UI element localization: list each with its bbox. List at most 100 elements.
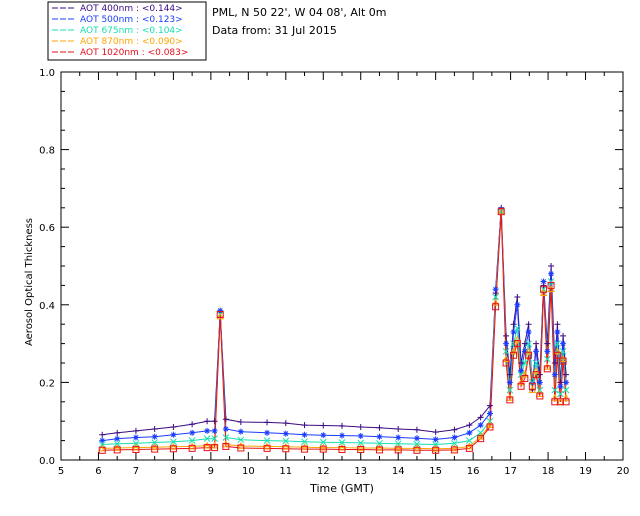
data-point-1	[554, 328, 561, 335]
data-point-3	[502, 355, 510, 363]
data-point-2	[551, 386, 559, 394]
data-point-3	[524, 347, 533, 355]
data-point-0	[477, 414, 484, 421]
data-point-2	[338, 439, 346, 446]
data-point-3	[465, 442, 474, 450]
data-point-1	[563, 379, 570, 386]
data-point-3	[513, 335, 522, 343]
data-point-1	[451, 434, 458, 441]
data-point-0	[521, 340, 528, 347]
data-point-1	[506, 379, 513, 386]
data-point-1	[395, 434, 402, 441]
data-point-4	[132, 446, 140, 454]
data-point-3	[556, 397, 565, 405]
data-point-1	[521, 348, 528, 355]
data-point-1	[320, 432, 327, 439]
data-point-1	[432, 436, 439, 443]
data-point-0	[99, 431, 106, 438]
data-point-1	[560, 340, 567, 347]
legend-label: AOT 400nm : <0.144>	[80, 4, 183, 14]
data-point-4	[510, 351, 518, 359]
data-point-4	[394, 446, 402, 454]
data-point-0	[114, 429, 121, 436]
data-point-3	[216, 312, 225, 320]
y-axis-label: Aerosol Optical Thickness	[24, 218, 35, 346]
series-lines	[102, 207, 567, 451]
data-point-4	[521, 375, 529, 383]
series-line-3	[102, 211, 567, 450]
data-point-4	[432, 446, 440, 454]
data-point-3	[550, 393, 559, 401]
data-point-4	[263, 444, 271, 452]
data-point-3	[431, 444, 440, 452]
data-point-4	[413, 446, 421, 454]
data-point-1	[413, 435, 420, 442]
date-header: Data from: 31 Jul 2015	[212, 24, 337, 37]
data-point-0	[563, 371, 570, 378]
data-point-3	[413, 444, 421, 452]
x-tick-label: 14	[392, 466, 405, 477]
data-point-1	[498, 206, 505, 213]
series-line-2	[102, 211, 567, 446]
data-point-1	[551, 371, 558, 378]
data-point-4	[506, 396, 514, 404]
data-point-2	[547, 278, 555, 285]
data-point-3	[491, 298, 500, 306]
x-tick-label: 6	[95, 466, 101, 477]
data-point-3	[319, 443, 328, 451]
data-point-1	[525, 328, 532, 335]
data-point-1	[357, 432, 364, 439]
data-point-1	[518, 367, 525, 374]
x-tick-label: 18	[542, 466, 555, 477]
data-point-3	[528, 386, 537, 394]
data-point-2	[319, 438, 327, 446]
data-point-0	[533, 340, 540, 347]
data-point-0	[466, 422, 473, 429]
data-point-4	[528, 382, 536, 390]
data-point-4	[216, 311, 224, 318]
data-point-1	[540, 278, 547, 285]
data-point-2	[543, 355, 551, 363]
data-point-4	[536, 392, 544, 400]
data-point-3	[517, 378, 525, 386]
data-point-4	[477, 435, 485, 443]
data-point-3	[210, 441, 219, 449]
data-point-4	[375, 446, 383, 454]
data-point-1	[514, 301, 521, 308]
data-point-3	[450, 444, 459, 452]
data-point-4	[338, 446, 346, 454]
data-point-1	[114, 435, 121, 442]
data-point-2	[525, 340, 532, 347]
data-point-2	[466, 437, 473, 444]
data-point-3	[506, 393, 514, 401]
data-point-4	[301, 445, 309, 453]
data-point-2	[263, 437, 271, 444]
data-point-0	[237, 418, 244, 425]
data-point-2	[432, 441, 440, 448]
x-tick-label: 15	[429, 466, 442, 477]
data-point-4	[188, 444, 196, 452]
data-point-2	[513, 324, 521, 332]
data-point-1	[282, 430, 289, 437]
data-point-3	[203, 441, 211, 449]
data-point-0	[170, 424, 177, 431]
data-point-4	[559, 357, 567, 365]
data-point-2	[151, 439, 159, 446]
data-point-4	[450, 446, 458, 454]
data-point-4	[211, 444, 219, 452]
y-tick-label: 1.0	[39, 68, 55, 79]
x-tick-label: 17	[504, 466, 517, 477]
data-point-0	[544, 340, 551, 347]
y-tick-label: 0.2	[39, 378, 55, 389]
data-point-3	[98, 444, 107, 452]
data-point-4	[497, 208, 505, 216]
data-point-0	[413, 426, 420, 433]
data-point-4	[203, 444, 211, 452]
data-point-3	[509, 347, 518, 355]
data-point-2	[357, 439, 365, 447]
series-markers	[98, 204, 570, 454]
data-point-0	[551, 360, 558, 366]
data-point-2	[203, 435, 211, 443]
data-point-3	[300, 443, 309, 451]
data-point-4	[547, 281, 555, 289]
